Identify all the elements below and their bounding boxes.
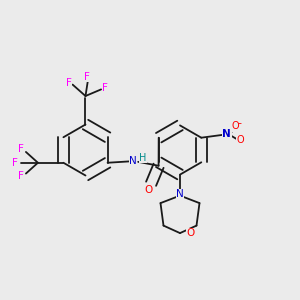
Text: N: N	[176, 189, 184, 199]
Text: F: F	[19, 171, 24, 181]
Text: N: N	[222, 129, 231, 139]
Text: F: F	[84, 71, 90, 82]
Text: O: O	[232, 121, 240, 131]
Text: O: O	[236, 135, 244, 145]
Text: F: F	[13, 158, 18, 168]
Text: O: O	[145, 185, 153, 195]
Text: -: -	[237, 118, 242, 128]
Text: F: F	[66, 77, 72, 88]
Text: F: F	[19, 144, 24, 154]
Text: F: F	[102, 82, 108, 93]
Text: N: N	[129, 156, 137, 166]
Text: O: O	[186, 228, 195, 238]
Text: H: H	[139, 153, 147, 163]
